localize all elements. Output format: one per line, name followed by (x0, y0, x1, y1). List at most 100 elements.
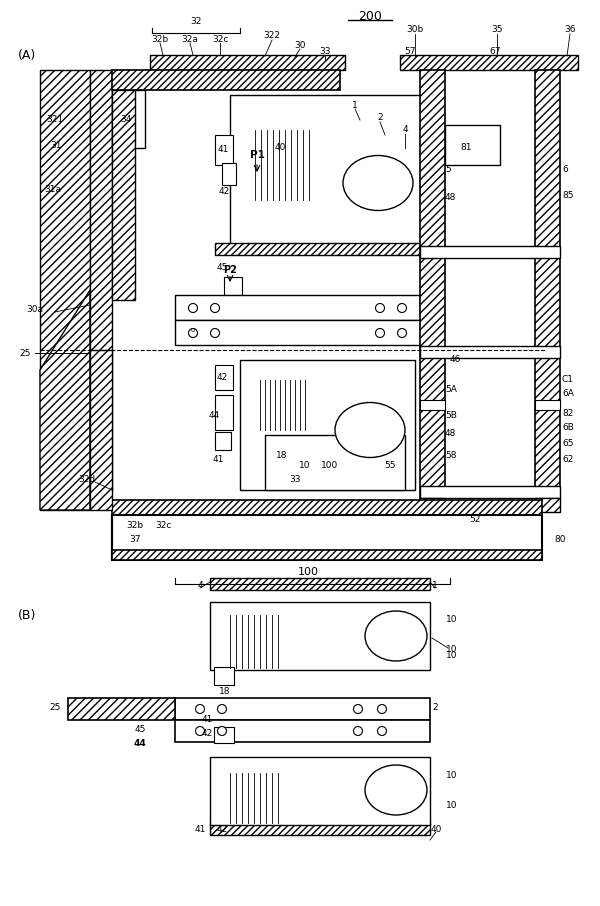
Bar (90, 70, 112, 490)
Bar (535, 498, 560, 512)
Text: 33: 33 (319, 47, 331, 56)
Bar (420, 346, 560, 358)
Bar (175, 698, 430, 720)
Text: (B): (B) (18, 609, 37, 622)
Ellipse shape (365, 611, 427, 661)
Text: 42: 42 (217, 372, 227, 381)
Text: 44: 44 (208, 410, 220, 419)
Text: 5: 5 (445, 166, 451, 175)
Bar (112, 90, 135, 300)
Circle shape (377, 727, 386, 736)
Text: 32: 32 (190, 17, 202, 26)
Text: 1: 1 (352, 101, 358, 110)
Bar (222, 163, 236, 185)
Bar (215, 243, 425, 255)
Text: 25: 25 (49, 703, 61, 712)
Polygon shape (40, 290, 90, 510)
Circle shape (377, 705, 386, 714)
Bar (210, 602, 430, 670)
Bar (420, 246, 560, 258)
Circle shape (188, 304, 197, 313)
Text: 40: 40 (430, 824, 442, 834)
Text: 18: 18 (276, 450, 288, 459)
Circle shape (353, 727, 362, 736)
Bar (68, 698, 175, 720)
Bar (400, 55, 578, 70)
Circle shape (353, 705, 362, 714)
Bar (112, 515, 542, 560)
Circle shape (218, 705, 227, 714)
Ellipse shape (365, 765, 427, 815)
Text: 5A: 5A (445, 385, 457, 394)
Text: 25: 25 (19, 349, 31, 358)
Bar (214, 667, 234, 685)
Text: 55: 55 (384, 460, 396, 469)
Text: 10: 10 (446, 801, 458, 809)
Text: 85: 85 (562, 190, 574, 199)
Text: 30a: 30a (26, 305, 44, 314)
Bar (420, 70, 445, 510)
Text: 44: 44 (134, 738, 146, 747)
Text: 10: 10 (446, 651, 458, 660)
Text: 45: 45 (217, 264, 227, 273)
Bar (40, 70, 90, 510)
Text: 41: 41 (217, 146, 229, 155)
Text: 35: 35 (491, 25, 503, 34)
Bar (175, 720, 430, 742)
Bar (150, 55, 345, 70)
Bar (112, 500, 542, 515)
Text: 36: 36 (564, 25, 576, 34)
Text: 5B: 5B (445, 410, 457, 419)
Bar (215, 135, 233, 165)
Text: 10: 10 (299, 460, 311, 469)
Text: 18: 18 (219, 688, 231, 697)
Text: 100: 100 (322, 460, 338, 469)
Text: 40: 40 (274, 143, 286, 152)
Text: 6: 6 (562, 166, 568, 175)
Text: 32d: 32d (78, 476, 95, 485)
Bar (215, 432, 231, 450)
Bar (535, 400, 560, 410)
Bar (112, 70, 340, 90)
Text: 31: 31 (50, 140, 62, 149)
Text: 30b: 30b (406, 25, 424, 34)
Text: 80: 80 (554, 535, 566, 545)
Text: 2: 2 (432, 703, 438, 712)
Bar (175, 320, 420, 345)
Circle shape (211, 304, 220, 313)
Text: 31a: 31a (44, 186, 61, 195)
Text: 2: 2 (377, 113, 383, 122)
Bar (214, 727, 234, 743)
Circle shape (211, 329, 220, 338)
Circle shape (398, 304, 407, 313)
Text: 42: 42 (218, 188, 230, 197)
Text: C1: C1 (562, 375, 574, 384)
Bar (240, 360, 415, 490)
Bar (112, 550, 542, 560)
Bar (210, 578, 430, 590)
Ellipse shape (335, 402, 405, 458)
Text: 62: 62 (562, 456, 574, 465)
Text: 200: 200 (358, 11, 382, 24)
Text: 41: 41 (212, 456, 224, 465)
Circle shape (398, 329, 407, 338)
Bar (535, 70, 560, 510)
Text: 48: 48 (445, 192, 457, 201)
Circle shape (376, 329, 385, 338)
Text: 81: 81 (460, 143, 472, 152)
Circle shape (196, 705, 205, 714)
Bar (230, 95, 425, 250)
Text: o: o (191, 327, 195, 333)
Text: 57: 57 (404, 47, 416, 56)
Text: 42: 42 (217, 824, 227, 834)
Text: 34: 34 (121, 115, 131, 124)
Text: 42: 42 (202, 728, 212, 737)
Text: 48: 48 (445, 429, 457, 438)
Bar (445, 125, 500, 165)
Text: 30: 30 (294, 41, 306, 50)
Bar (175, 295, 420, 320)
Text: 67: 67 (489, 47, 501, 56)
Bar (112, 90, 145, 148)
Text: 52: 52 (469, 516, 481, 525)
Text: 46: 46 (449, 355, 461, 364)
